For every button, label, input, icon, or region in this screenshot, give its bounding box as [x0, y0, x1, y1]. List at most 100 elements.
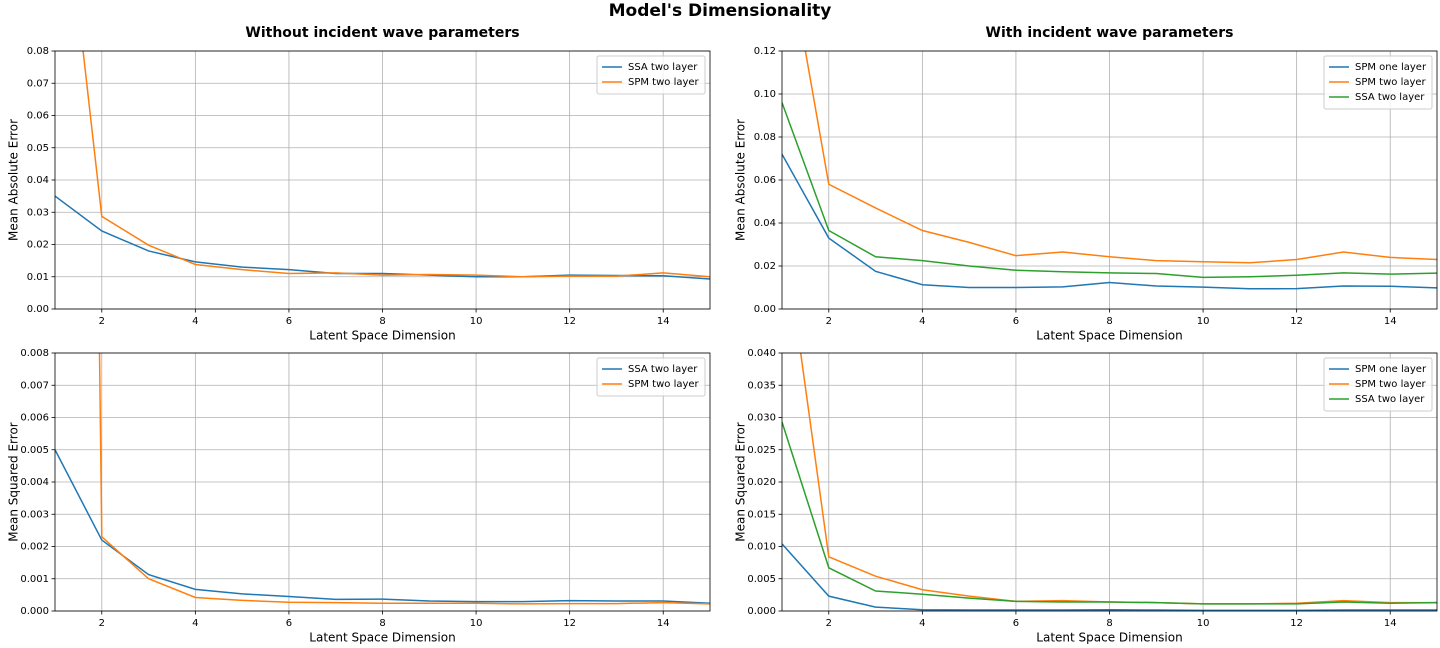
subplot: With incident wave parameters 0.00 0.02 0.0…: [734, 25, 1438, 343]
x-axis-label: Latent Space Dimension: [309, 329, 455, 343]
x-tick-label: 8: [1106, 316, 1112, 327]
legend-label: SPM two layer: [628, 379, 700, 390]
legend: SPM one layer SPM two layer SSA two layer: [1323, 55, 1433, 110]
data-line: [98, 353, 710, 605]
y-tick-label: 0.007: [20, 380, 49, 391]
legend-box: [596, 55, 706, 95]
subplot: 0.000 0.001 0.002 0.003 0.004 0.005 0.006 0.007…: [7, 348, 711, 645]
x-tick-label: 4: [192, 618, 198, 629]
y-tick-label: 0.08: [27, 46, 49, 57]
x-tick-label: 14: [657, 316, 670, 327]
y-tick-label: 0.07: [27, 78, 49, 89]
x-tick-label: 4: [919, 618, 925, 629]
y-tick-label: 0.008: [20, 348, 49, 359]
y-tick-label: 0.000: [747, 606, 776, 617]
x-tick-label: 12: [563, 316, 576, 327]
legend-label: SPM one layer: [1355, 62, 1427, 73]
y-axis-label: Mean Squared Error: [734, 422, 748, 542]
y-tick-label: 0.040: [747, 348, 776, 359]
y-tick-label: 0.06: [754, 175, 776, 186]
y-tick-label: 0.030: [747, 413, 776, 424]
x-tick-label: 6: [286, 316, 292, 327]
x-tick-label: 8: [379, 316, 385, 327]
data-line: [804, 51, 1437, 264]
legend-label: SPM two layer: [628, 77, 700, 88]
y-tick-label: 0.002: [20, 542, 49, 553]
x-tick-label: 8: [379, 618, 385, 629]
y-tick-label: 0.006: [20, 413, 49, 424]
x-tick-label: 14: [1384, 618, 1397, 629]
legend: SSA two layer SPM two layer: [596, 55, 706, 95]
data-line: [82, 51, 710, 278]
axes-frame: [781, 50, 1438, 310]
data-line: [782, 543, 1437, 611]
y-tick-label: 0.00: [754, 304, 776, 315]
legend-box: [596, 357, 706, 397]
y-tick-label: 0.04: [27, 175, 49, 186]
subplot: 0.000 0.005 0.010 0.015 0.020 0.025 0.030 0.035…: [734, 348, 1438, 645]
data-line: [782, 102, 1437, 279]
legend-label: SPM one layer: [1355, 364, 1427, 375]
y-tick-label: 0.015: [747, 509, 776, 520]
x-tick-label: 2: [99, 618, 105, 629]
y-tick-label: 0.025: [747, 445, 776, 456]
y-tick-label: 0.00: [27, 304, 49, 315]
y-tick-label: 0.01: [27, 272, 49, 283]
y-tick-label: 0.02: [27, 240, 49, 251]
y-tick-label: 0.02: [754, 261, 776, 272]
y-tick-label: 0.10: [754, 89, 776, 100]
y-tick-label: 0.010: [747, 542, 776, 553]
legend: SSA two layer SPM two layer: [596, 357, 706, 397]
subplot: Without incident wave parameters 0.00 0.01…: [7, 25, 711, 343]
legend-label: SPM two layer: [1355, 77, 1427, 88]
subplot-title: Without incident wave parameters: [245, 25, 519, 41]
y-axis-label: Mean Absolute Error: [7, 119, 21, 241]
x-tick-label: 12: [563, 618, 576, 629]
legend-label: SSA two layer: [628, 364, 698, 375]
x-tick-label: 10: [470, 618, 483, 629]
x-axis-label: Latent Space Dimension: [1036, 631, 1182, 645]
y-tick-label: 0.03: [27, 207, 49, 218]
x-tick-label: 4: [192, 316, 198, 327]
y-tick-label: 0.035: [747, 380, 776, 391]
data-line: [782, 421, 1437, 605]
x-tick-label: 10: [470, 316, 483, 327]
x-tick-label: 8: [1106, 618, 1112, 629]
y-tick-label: 0.005: [747, 574, 776, 585]
legend-label: SPM two layer: [1355, 379, 1427, 390]
legend-box: [1323, 357, 1433, 412]
legend: SPM one layer SPM two layer SSA two layer: [1323, 357, 1433, 412]
x-tick-label: 12: [1290, 618, 1303, 629]
legend-label: SSA two layer: [628, 62, 698, 73]
y-axis-label: Mean Absolute Error: [734, 119, 748, 241]
y-tick-label: 0.001: [20, 574, 49, 585]
y-tick-label: 0.004: [20, 477, 49, 488]
y-tick-label: 0.12: [754, 46, 776, 57]
y-tick-label: 0.020: [747, 477, 776, 488]
x-axis-label: Latent Space Dimension: [1036, 329, 1182, 343]
x-tick-label: 6: [1013, 618, 1019, 629]
legend-label: SSA two layer: [1355, 92, 1425, 103]
y-axis-label: Mean Squared Error: [7, 422, 21, 542]
x-tick-label: 12: [1290, 316, 1303, 327]
axes-frame: [781, 352, 1438, 612]
x-tick-label: 4: [919, 316, 925, 327]
x-tick-label: 6: [1013, 316, 1019, 327]
x-tick-label: 10: [1197, 316, 1210, 327]
x-tick-label: 2: [826, 618, 832, 629]
data-line: [782, 153, 1437, 290]
subplot-title: With incident wave parameters: [986, 25, 1234, 41]
y-tick-label: 0.005: [20, 445, 49, 456]
data-line: [55, 449, 710, 605]
y-tick-label: 0.06: [27, 111, 49, 122]
x-tick-label: 14: [1384, 316, 1397, 327]
data-line: [55, 195, 710, 280]
axes-frame: [54, 352, 711, 612]
y-tick-label: 0.08: [754, 132, 776, 143]
x-tick-label: 2: [99, 316, 105, 327]
axes-frame: [54, 50, 711, 310]
x-tick-label: 10: [1197, 618, 1210, 629]
x-axis-label: Latent Space Dimension: [309, 631, 455, 645]
y-tick-label: 0.04: [754, 218, 776, 229]
